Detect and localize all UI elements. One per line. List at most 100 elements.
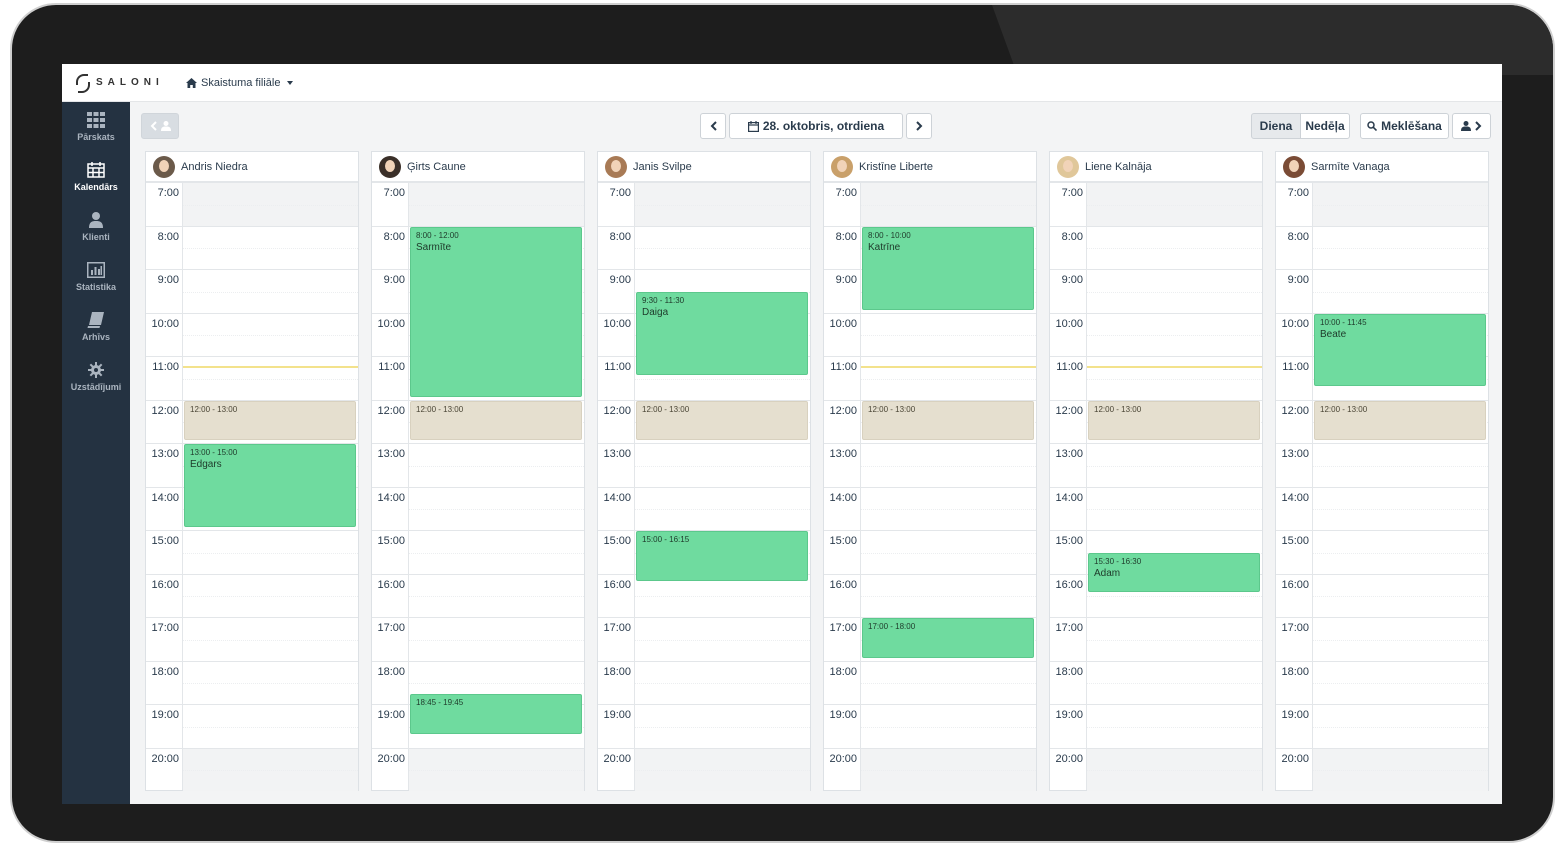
time-slot[interactable]: 19:00 [824, 704, 1036, 748]
appointment-time: 12:00 - 13:00 [190, 404, 238, 414]
time-slot[interactable]: 7:00 [1050, 182, 1262, 226]
search-button[interactable]: Meklēšana [1360, 113, 1449, 139]
appointment[interactable]: 18:45 - 19:45 [410, 694, 582, 734]
time-slot[interactable]: 13:00 [372, 443, 584, 487]
view-week-button[interactable]: Nedēļa [1300, 113, 1350, 139]
time-slot[interactable]: 20:00 [1276, 747, 1488, 791]
staff-header[interactable]: Janis Svilpe [598, 152, 810, 182]
hour-label: 9:00 [157, 274, 179, 286]
appointment[interactable]: 8:00 - 10:00 Katrīne [862, 226, 1034, 310]
time-slot[interactable]: 10:00 [146, 312, 358, 357]
appointment[interactable]: 15:00 - 16:15 [636, 531, 808, 582]
time-slot[interactable]: 17:00 [146, 617, 358, 661]
time-slot[interactable]: 18:00 [372, 660, 584, 705]
time-slot[interactable]: 9:00 [1050, 269, 1262, 313]
time-slot[interactable]: 14:00 [598, 486, 810, 531]
staff-next-button[interactable] [1452, 113, 1491, 139]
appointment[interactable]: 9:30 - 11:30 Daiga [636, 291, 808, 375]
break-block[interactable]: 12:00 - 13:00 [862, 400, 1034, 440]
sidebar-item-settings[interactable]: Uzstādījumi [62, 352, 130, 402]
time-slot[interactable]: 7:00 [146, 182, 358, 226]
time-slot[interactable]: 19:00 [1276, 704, 1488, 748]
time-slot[interactable]: 19:00 [146, 704, 358, 748]
break-block[interactable]: 12:00 - 13:00 [1314, 400, 1486, 440]
time-slot[interactable]: 9:00 [146, 269, 358, 313]
time-slot[interactable]: 15:00 [372, 530, 584, 574]
time-slot[interactable]: 13:00 [1276, 443, 1488, 487]
break-block[interactable]: 12:00 - 13:00 [184, 400, 356, 440]
time-slot[interactable]: 10:00 [1050, 312, 1262, 357]
staff-header[interactable]: Andris Niedra [146, 152, 358, 182]
time-slot[interactable]: 8:00 [598, 225, 810, 270]
time-slot[interactable]: 13:00 [598, 443, 810, 487]
time-slot[interactable]: 15:00 [1276, 530, 1488, 574]
time-slot[interactable]: 19:00 [598, 704, 810, 748]
staff-header[interactable]: Sarmīte Vanaga [1276, 152, 1488, 182]
time-slot[interactable]: 17:00 [1050, 617, 1262, 661]
toggle-staff-panel-button[interactable] [141, 113, 179, 139]
appointment[interactable]: 15:30 - 16:30 Adam [1088, 552, 1260, 593]
time-slot[interactable]: 16:00 [372, 573, 584, 618]
time-slot[interactable]: 20:00 [598, 747, 810, 791]
break-block[interactable]: 12:00 - 13:00 [410, 400, 582, 440]
time-slot[interactable]: 14:00 [824, 486, 1036, 531]
branch-selector[interactable]: Skaistuma filiāle [186, 77, 294, 89]
time-slot[interactable]: 8:00 [1050, 225, 1262, 270]
time-slot[interactable]: 17:00 [1276, 617, 1488, 661]
time-slot[interactable]: 18:00 [1050, 660, 1262, 705]
staff-header[interactable]: Ģirts Caune [372, 152, 584, 182]
sidebar-item-clients[interactable]: Klienti [62, 202, 130, 252]
staff-header[interactable]: Kristīne Liberte [824, 152, 1036, 182]
sidebar-item-calendar[interactable]: Kalendārs [62, 152, 130, 202]
time-slot[interactable]: 13:00 [824, 443, 1036, 487]
appointment[interactable]: 10:00 - 11:45 Beate [1314, 313, 1486, 386]
time-slot[interactable]: 11:00 [1050, 356, 1262, 400]
time-slot[interactable]: 18:00 [598, 660, 810, 705]
time-slot[interactable]: 16:00 [824, 573, 1036, 618]
view-day-button[interactable]: Diena [1251, 113, 1301, 139]
next-day-button[interactable] [906, 113, 932, 139]
appointment[interactable]: 13:00 - 15:00 Edgars [184, 444, 356, 527]
staff-header[interactable]: Liene Kalnāja [1050, 152, 1262, 182]
time-slot[interactable]: 7:00 [372, 182, 584, 226]
break-block[interactable]: 12:00 - 13:00 [1088, 400, 1260, 440]
time-slot[interactable]: 14:00 [372, 486, 584, 531]
time-slot[interactable]: 7:00 [598, 182, 810, 226]
break-block[interactable]: 12:00 - 13:00 [636, 400, 808, 440]
sidebar-item-overview[interactable]: Pārskats [62, 102, 130, 152]
time-slot[interactable]: 14:00 [1050, 486, 1262, 531]
hour-label: 14:00 [1055, 491, 1083, 504]
time-slot[interactable]: 20:00 [824, 747, 1036, 791]
logo[interactable]: SALONI [76, 73, 186, 93]
time-grid: 7:00 8:00 9:00 10:00 11:00 12:00 13:00 14:00 15:… [598, 182, 810, 791]
appointment[interactable]: 8:00 - 12:00 Sarmīte [410, 226, 582, 397]
time-slot[interactable]: 11:00 [824, 356, 1036, 400]
time-slot[interactable]: 16:00 [1276, 573, 1488, 618]
time-slot[interactable]: 14:00 [1276, 486, 1488, 531]
time-slot[interactable]: 18:00 [146, 660, 358, 705]
time-slot[interactable]: 9:00 [1276, 269, 1488, 313]
time-slot[interactable]: 18:00 [1276, 660, 1488, 705]
time-slot[interactable]: 17:00 [598, 617, 810, 661]
time-slot[interactable]: 16:00 [146, 573, 358, 618]
time-slot[interactable]: 20:00 [1050, 747, 1262, 791]
time-slot[interactable]: 15:00 [146, 530, 358, 574]
time-slot[interactable]: 17:00 [372, 617, 584, 661]
time-slot[interactable]: 8:00 [1276, 225, 1488, 270]
time-slot[interactable]: 18:00 [824, 660, 1036, 705]
time-slot[interactable]: 7:00 [1276, 182, 1488, 226]
time-slot[interactable]: 10:00 [824, 312, 1036, 357]
date-picker-button[interactable]: 28. oktobris, otrdiena [729, 113, 903, 139]
appointment[interactable]: 17:00 - 18:00 [862, 618, 1034, 658]
previous-day-button[interactable] [700, 113, 726, 139]
time-slot[interactable]: 7:00 [824, 182, 1036, 226]
time-slot[interactable]: 20:00 [146, 747, 358, 791]
time-slot[interactable]: 20:00 [372, 747, 584, 791]
time-slot[interactable]: 13:00 [1050, 443, 1262, 487]
sidebar-item-archive[interactable]: Arhīvs [62, 302, 130, 352]
time-slot[interactable]: 19:00 [1050, 704, 1262, 748]
time-slot[interactable]: 11:00 [146, 356, 358, 400]
sidebar-item-statistics[interactable]: Statistika [62, 252, 130, 302]
time-slot[interactable]: 15:00 [824, 530, 1036, 574]
time-slot[interactable]: 8:00 [146, 225, 358, 270]
